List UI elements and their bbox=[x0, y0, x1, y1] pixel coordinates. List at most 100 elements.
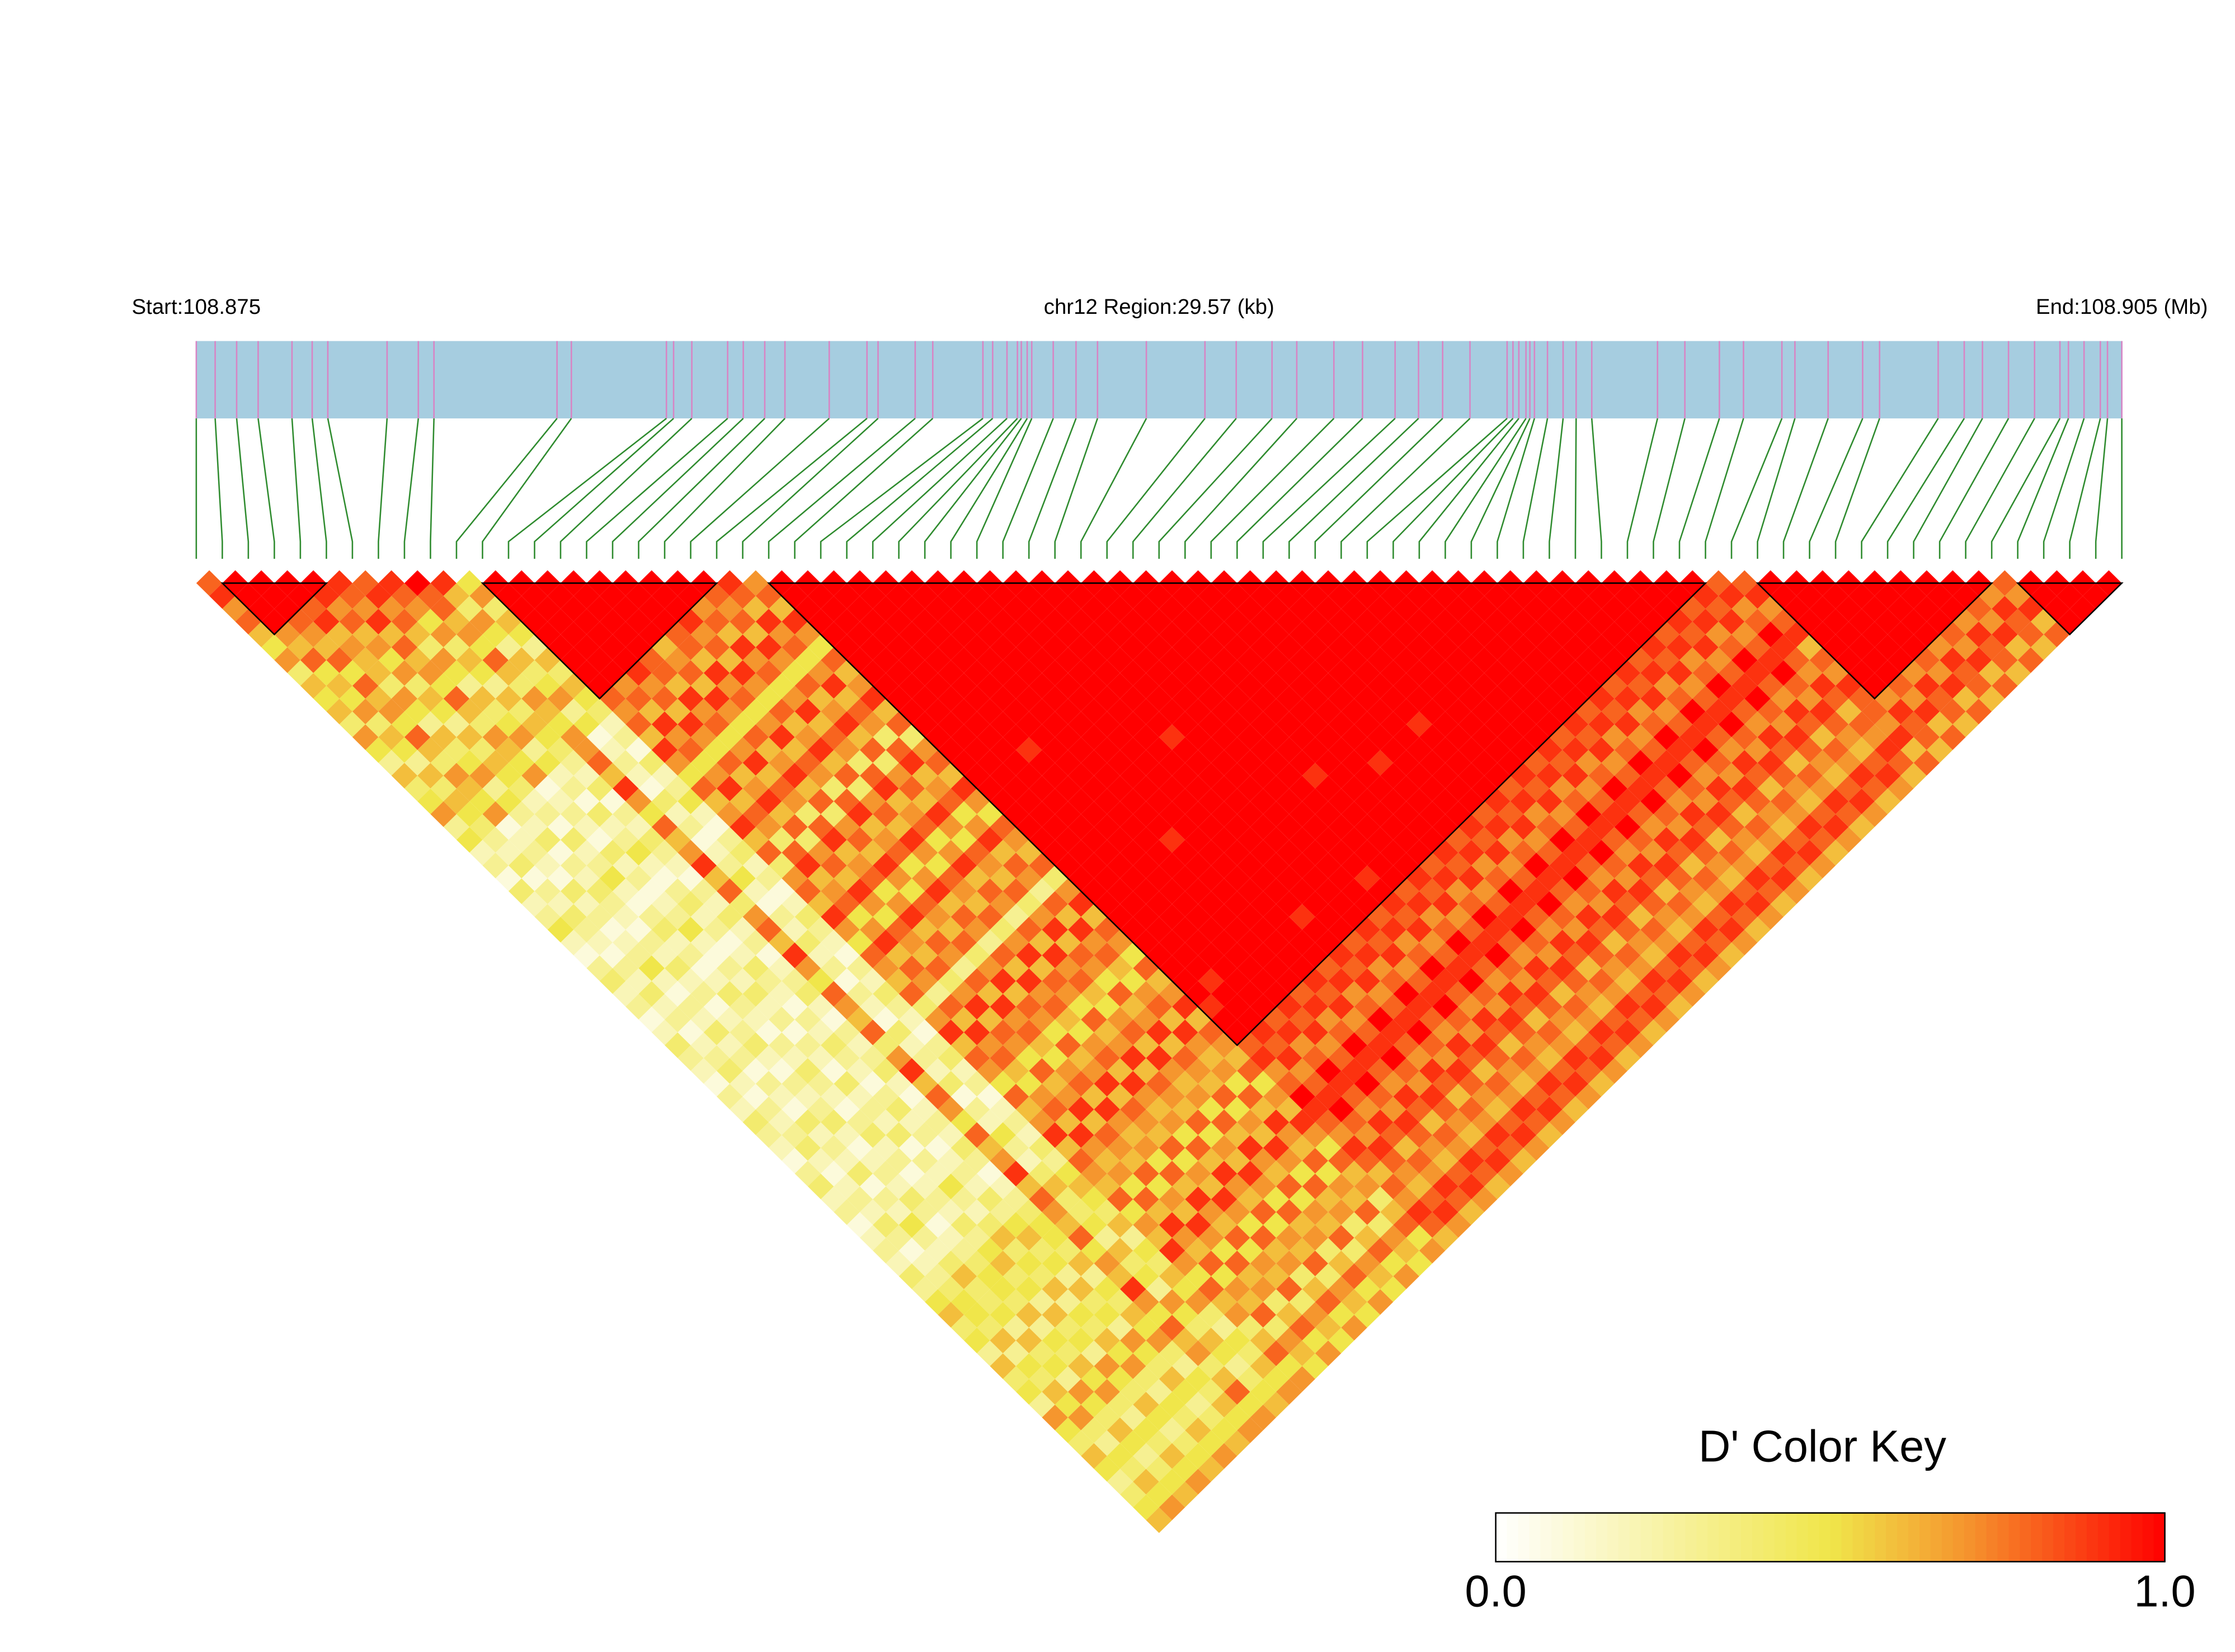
ld-cell bbox=[1796, 660, 1823, 686]
ld-cell bbox=[1419, 622, 1446, 648]
ld-cell bbox=[794, 929, 821, 956]
snp-link bbox=[214, 418, 223, 559]
ld-cell bbox=[1510, 994, 1537, 1020]
ld-cell bbox=[951, 622, 977, 648]
ld-cell bbox=[378, 622, 404, 648]
ld-cell bbox=[1458, 737, 1485, 763]
ld-cell bbox=[898, 929, 925, 956]
ld-cell bbox=[938, 660, 964, 686]
snp-link bbox=[2043, 418, 2085, 559]
ld-cell bbox=[1067, 916, 1094, 943]
ld-cell bbox=[755, 660, 782, 686]
ld-cell bbox=[573, 840, 600, 866]
ld-cell bbox=[1380, 968, 1406, 994]
ld-cell bbox=[886, 1199, 912, 1225]
ld-cell bbox=[1952, 583, 1979, 609]
ld-cell bbox=[1029, 1237, 1055, 1264]
ld-cell bbox=[1328, 1225, 1354, 1251]
ld-cell bbox=[717, 775, 743, 802]
ld-cell bbox=[859, 1199, 886, 1225]
snp-link bbox=[924, 418, 1022, 559]
ld-cell bbox=[1094, 1404, 1120, 1430]
ld-cell bbox=[1341, 1058, 1367, 1084]
ld-cell bbox=[834, 788, 860, 815]
ld-cell bbox=[1705, 698, 1732, 724]
ld-cell bbox=[1653, 775, 1679, 802]
color-key-step bbox=[1830, 1513, 1842, 1562]
ld-cell bbox=[1302, 1328, 1329, 1354]
ld-cell bbox=[807, 788, 834, 815]
ld-cell bbox=[1458, 840, 1485, 866]
color-key-step bbox=[2008, 1513, 2021, 1562]
ld-cell bbox=[938, 1250, 964, 1277]
ld-cell bbox=[769, 1032, 795, 1058]
ld-cell bbox=[456, 750, 483, 776]
ld-cell bbox=[1119, 1250, 1146, 1277]
ld-cell bbox=[1731, 775, 1758, 802]
ld-cell bbox=[1211, 1006, 1238, 1033]
ld-cell bbox=[1263, 878, 1290, 904]
snp-link bbox=[1834, 418, 1880, 559]
color-key-step bbox=[2076, 1513, 2088, 1562]
ld-cell bbox=[1757, 647, 1784, 673]
ld-cell bbox=[1263, 1237, 1290, 1264]
ld-cell bbox=[2057, 609, 2083, 635]
ld-cell bbox=[1119, 763, 1146, 789]
ld-cell bbox=[1211, 622, 1238, 648]
snp-link bbox=[327, 418, 354, 559]
ld-cell bbox=[1159, 622, 1185, 648]
ld-cell bbox=[782, 711, 808, 737]
ld-cell bbox=[1341, 1212, 1367, 1238]
ld-cell bbox=[1744, 660, 1771, 686]
key-tick-label: 0.0 bbox=[1465, 1566, 1526, 1616]
ld-cell bbox=[1926, 583, 1953, 609]
ld-cell bbox=[1094, 660, 1120, 686]
color-key-step bbox=[1563, 1513, 1575, 1562]
ld-block-outline bbox=[2016, 582, 2124, 636]
ld-cell bbox=[1029, 955, 1055, 981]
ld-cell bbox=[1055, 698, 1081, 724]
ld-cell bbox=[1614, 609, 1641, 635]
ld-cell bbox=[1250, 1096, 1277, 1123]
ld-cell bbox=[769, 903, 795, 930]
ld-cell bbox=[1250, 685, 1277, 712]
ld-cell bbox=[1497, 1135, 1523, 1161]
snp-link bbox=[2095, 418, 2109, 559]
color-key-step bbox=[1975, 1513, 1987, 1562]
ld-block-outline bbox=[766, 582, 1707, 1047]
ld-cell bbox=[742, 647, 769, 673]
ld-cell bbox=[1107, 878, 1133, 904]
ld-cell bbox=[1692, 840, 1719, 866]
ld-cell bbox=[1471, 1160, 1498, 1187]
ld-cell bbox=[443, 609, 470, 635]
color-key-step bbox=[1997, 1513, 2010, 1562]
ld-cell bbox=[1185, 1340, 1211, 1367]
ld-cell bbox=[1119, 1328, 1146, 1354]
ld-cell bbox=[1055, 647, 1081, 673]
ld-cell bbox=[1250, 1147, 1277, 1174]
snp-link bbox=[898, 418, 1018, 559]
ld-cell bbox=[859, 942, 886, 968]
ld-cell bbox=[1965, 647, 1992, 673]
ld-cell bbox=[834, 685, 860, 712]
ld-cell bbox=[1796, 609, 1823, 635]
ld-cell bbox=[1510, 942, 1537, 968]
ld-cell bbox=[769, 1084, 795, 1110]
ld-cell bbox=[1015, 840, 1042, 866]
ld-cell bbox=[1159, 1135, 1185, 1161]
ld-cell bbox=[1198, 583, 1225, 609]
ld-cell bbox=[1888, 622, 1914, 648]
ld-cell bbox=[1302, 763, 1329, 789]
ld-cell bbox=[1497, 1058, 1523, 1084]
ld-cell bbox=[1536, 660, 1563, 686]
ld-cell bbox=[1211, 1417, 1238, 1443]
ld-cell bbox=[1497, 622, 1523, 648]
ld-cell bbox=[1315, 1263, 1342, 1289]
key-title: D' Color Key bbox=[1698, 1422, 1946, 1471]
ld-cell bbox=[1744, 814, 1771, 840]
ld-cell bbox=[1119, 814, 1146, 840]
ld-cell bbox=[873, 775, 899, 802]
ld-cell bbox=[990, 840, 1016, 866]
ld-cell bbox=[300, 622, 327, 648]
